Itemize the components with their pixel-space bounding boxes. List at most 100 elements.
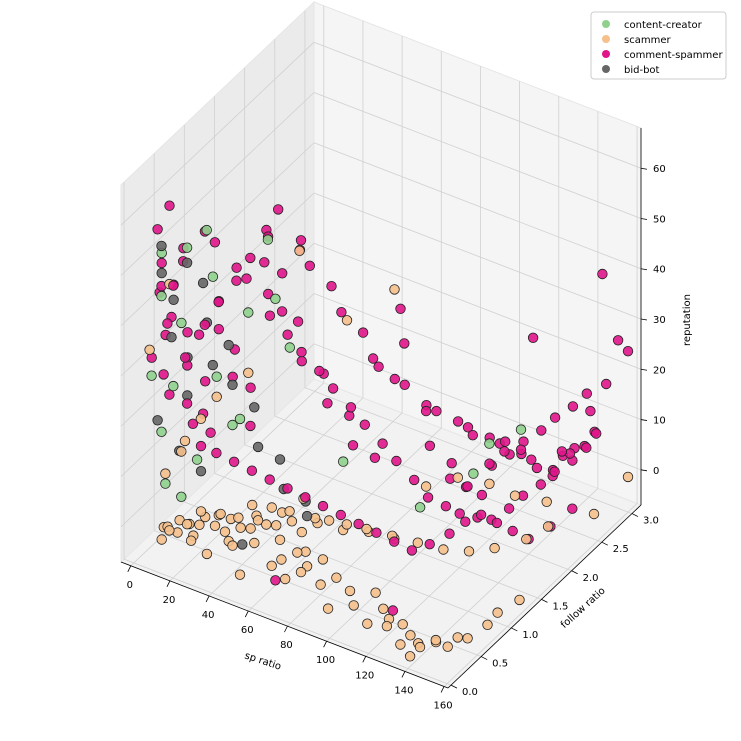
- point-scammer: [430, 634, 442, 646]
- point-scammer: [414, 641, 426, 653]
- point-comment-spammer: [371, 527, 382, 538]
- point-scammer: [484, 478, 495, 490]
- point-comment-spammer: [499, 446, 510, 457]
- point-scammer: [181, 519, 193, 530]
- point-comment-spammer: [322, 398, 333, 409]
- legend-marker-bid-bot: [602, 65, 610, 73]
- point-scammer: [442, 641, 453, 652]
- point-comment-spammer: [549, 412, 561, 423]
- z-tick-mark: [640, 469, 648, 472]
- point-comment-spammer: [597, 268, 608, 280]
- grid-z-back: [313, 41, 642, 169]
- point-content-creator: [227, 419, 238, 431]
- point-scammer: [542, 521, 554, 532]
- point-comment-spammer: [246, 465, 258, 476]
- point-comment-spammer: [282, 329, 293, 340]
- point-comment-spammer: [395, 303, 406, 315]
- point-comment-spammer: [507, 525, 518, 537]
- point-comment-spammer: [567, 503, 578, 514]
- point-comment-spammer: [491, 517, 503, 529]
- point-comment-spammer: [245, 382, 256, 393]
- point-comment-spammer: [231, 262, 242, 273]
- x-tick-label: 140: [394, 685, 413, 696]
- point-bid-bot: [252, 441, 264, 453]
- grid-x-floor: [169, 397, 364, 582]
- point-content-creator: [468, 468, 479, 479]
- point-scammer: [156, 534, 167, 545]
- x-axis-line: [120, 561, 449, 689]
- y-tick-mark: [480, 656, 488, 660]
- point-content-creator: [515, 424, 527, 435]
- point-content-creator: [207, 271, 219, 282]
- point-comment-spammer: [515, 444, 527, 455]
- grid-x-floor: [287, 442, 481, 627]
- point-comment-spammer: [211, 447, 222, 459]
- point-scammer: [209, 520, 221, 532]
- x-tick-label: 40: [202, 610, 215, 621]
- point-comment-spammer: [431, 405, 442, 417]
- point-scammer: [362, 618, 373, 629]
- point-scammer: [295, 566, 307, 578]
- point-content-creator: [262, 234, 274, 245]
- point-comment-spammer: [422, 492, 434, 503]
- point-comment-spammer: [270, 575, 281, 586]
- data-points: [144, 200, 634, 662]
- grid-x-floor: [326, 457, 520, 642]
- point-comment-spammer: [228, 456, 240, 468]
- point-comment-spammer: [369, 452, 381, 464]
- point-comment-spammer: [420, 405, 432, 417]
- x-tick-mark: [284, 625, 288, 633]
- point-comment-spammer: [406, 545, 418, 556]
- point-scammer: [176, 446, 187, 457]
- point-scammer: [234, 569, 246, 580]
- x-tick-label: 60: [241, 625, 254, 636]
- point-comment-spammer: [409, 474, 420, 486]
- y-tick-label: 0.0: [462, 687, 478, 698]
- point-comment-spammer: [156, 257, 167, 269]
- point-scammer: [284, 506, 295, 517]
- point-bid-bot: [207, 359, 219, 371]
- point-comment-spammer: [531, 462, 543, 474]
- point-comment-spammer: [182, 327, 193, 338]
- point-comment-spammer: [549, 466, 560, 477]
- point-comment-spammer: [373, 361, 384, 372]
- grid-y-floor: [123, 558, 452, 686]
- grid-z-back: [313, 242, 642, 370]
- point-scammer: [245, 523, 256, 534]
- z-tick-mark: [640, 218, 648, 220]
- point-scammer: [315, 579, 326, 590]
- point-comment-spammer: [264, 310, 276, 321]
- z-tick-label: 30: [653, 315, 666, 326]
- point-scammer: [280, 573, 291, 585]
- point-scammer: [266, 502, 278, 513]
- point-comment-spammer: [296, 346, 307, 358]
- point-comment-spammer: [377, 438, 388, 449]
- point-comment-spammer: [467, 430, 479, 441]
- point-bid-bot: [223, 339, 234, 351]
- point-comment-spammer: [317, 500, 329, 512]
- point-comment-spammer: [399, 338, 410, 349]
- point-scammer: [185, 535, 197, 546]
- grid-z-left: [120, 41, 315, 226]
- z-tick-mark: [640, 368, 648, 371]
- point-comment-spammer: [263, 288, 274, 300]
- point-comment-spammer: [527, 332, 539, 344]
- point-comment-spammer: [187, 418, 199, 430]
- y-tick-mark: [541, 599, 548, 603]
- z-tick-label: 0: [653, 466, 659, 477]
- point-comment-spammer: [387, 605, 399, 616]
- z-tick-mark: [640, 318, 648, 321]
- point-scammer: [215, 508, 226, 520]
- point-bid-bot: [156, 240, 167, 252]
- x-tick-label: 120: [355, 670, 374, 681]
- point-comment-spammer: [282, 483, 293, 494]
- point-scammer: [249, 537, 260, 549]
- point-comment-spammer: [245, 420, 256, 432]
- x-tick-label: 160: [434, 700, 453, 711]
- point-comment-spammer: [314, 365, 325, 377]
- point-scammer: [274, 534, 286, 546]
- point-scammer: [395, 639, 406, 650]
- point-comment-spammer: [205, 427, 216, 438]
- point-scammer: [389, 284, 400, 295]
- z-axis-label: reputation: [682, 294, 693, 346]
